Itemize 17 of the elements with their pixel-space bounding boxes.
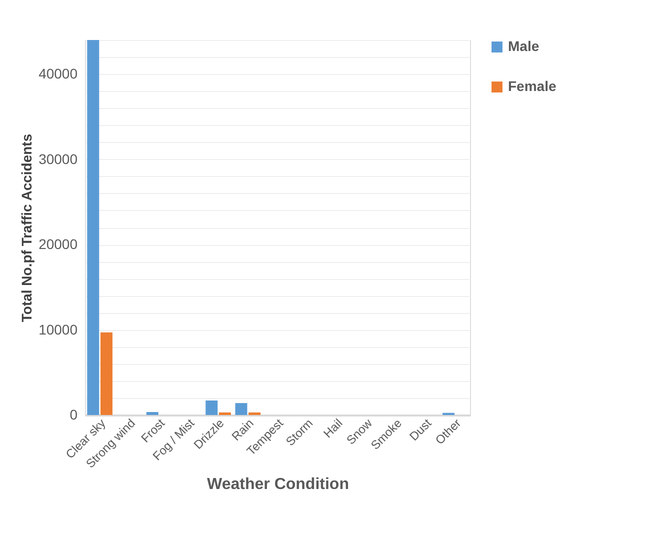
- y-tick-label: 0: [70, 406, 78, 422]
- bar: [218, 412, 231, 415]
- bar: [235, 403, 248, 415]
- y-tick-label: 10000: [38, 321, 78, 338]
- x-tick-label: Hail: [320, 416, 346, 441]
- y-tick-label: 30000: [38, 150, 78, 167]
- legend-label: Female: [508, 78, 556, 94]
- bar: [248, 412, 261, 415]
- bar: [206, 400, 218, 415]
- y-tick-label: 40000: [38, 66, 78, 82]
- legend-label: Male: [508, 38, 540, 54]
- y-axis-title: Total No.pf Traffic Accidents: [18, 134, 35, 322]
- y-tick-label: 20000: [38, 236, 78, 252]
- bar: [87, 40, 100, 415]
- x-axis-title: Weather Condition: [207, 476, 349, 494]
- bar: [146, 412, 158, 415]
- bar: [100, 332, 112, 415]
